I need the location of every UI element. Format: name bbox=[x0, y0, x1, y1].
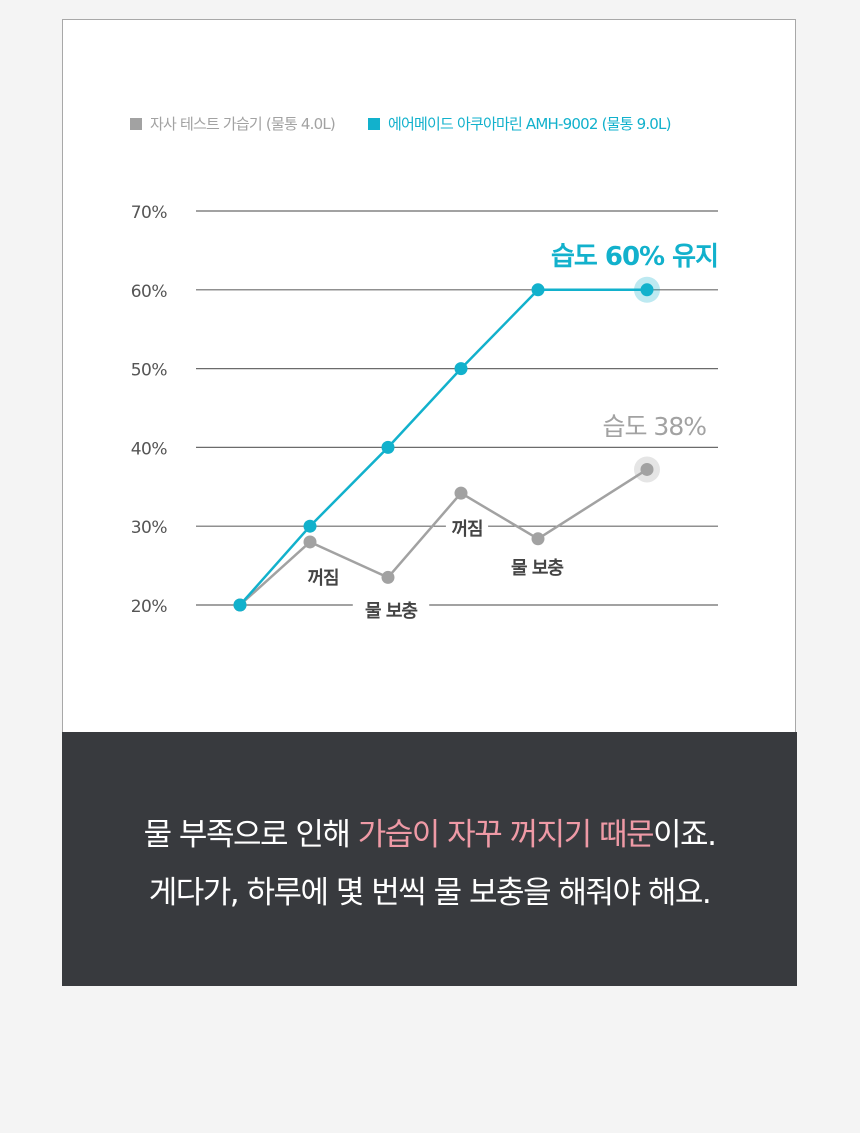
caption-line-1-pre: 물 부족으로 인해 bbox=[143, 817, 358, 853]
caption-line-2: 게다가, 하루에 몇 번씩 물 보충을 해줘야 해요. bbox=[148, 875, 712, 911]
legend: 자사 테스트 가습기 (물통 4.0L) 에어메이드 아쿠아마린 AMH-9002… bbox=[130, 115, 671, 133]
gridlines: 70% 60% 50% 40% 30% 20% bbox=[131, 203, 718, 617]
annotation-backdrop bbox=[445, 519, 489, 541]
caption-line-1: 물 부족으로 인해 가습이 자꾸 꺼지기 때문이죠. bbox=[62, 806, 797, 864]
series-lines bbox=[233, 276, 660, 612]
data-point bbox=[454, 362, 468, 376]
y-tick-label: 30% bbox=[131, 518, 168, 538]
y-tick-label: 50% bbox=[131, 361, 168, 381]
data-point bbox=[381, 570, 395, 584]
y-tick-label: 20% bbox=[131, 597, 168, 617]
annotation-label: 물 보충 bbox=[511, 558, 563, 579]
data-point bbox=[531, 532, 545, 546]
data-point bbox=[454, 486, 468, 500]
series-line bbox=[239, 468, 648, 606]
caption-highlight: 가습이 자꾸 꺼지기 때문 bbox=[357, 817, 655, 853]
annotation-label: 습도 60% 유지 bbox=[551, 242, 718, 272]
y-tick-label: 70% bbox=[131, 203, 168, 223]
annotation-label: 물 보충 bbox=[365, 601, 417, 622]
y-tick-label: 40% bbox=[131, 439, 168, 459]
data-point bbox=[381, 440, 395, 454]
annotation-label: 꺼짐 bbox=[307, 568, 338, 589]
data-point bbox=[640, 462, 654, 476]
data-point bbox=[233, 598, 247, 612]
legend-label: 에어메이드 아쿠아마린 AMH-9002 (물통 9.0L) bbox=[388, 115, 671, 133]
caption-line-1-post: 이죠. bbox=[653, 817, 717, 853]
annotation-label: 꺼짐 bbox=[451, 519, 482, 540]
series-line bbox=[239, 288, 647, 606]
annotation-backdrop bbox=[352, 601, 430, 623]
annotation-label: 습도 38% bbox=[602, 412, 706, 441]
data-point bbox=[303, 519, 317, 533]
caption-panel: 물 부족으로 인해 가습이 자꾸 꺼지기 때문이죠. 게다가, 하루에 몇 번씩… bbox=[62, 732, 797, 986]
legend-swatch bbox=[368, 118, 380, 130]
data-point bbox=[640, 283, 654, 297]
data-point bbox=[531, 283, 545, 297]
data-point bbox=[303, 535, 317, 549]
legend-label: 자사 테스트 가습기 (물통 4.0L) bbox=[150, 115, 335, 133]
y-tick-label: 60% bbox=[131, 282, 168, 302]
legend-swatch bbox=[130, 118, 142, 130]
